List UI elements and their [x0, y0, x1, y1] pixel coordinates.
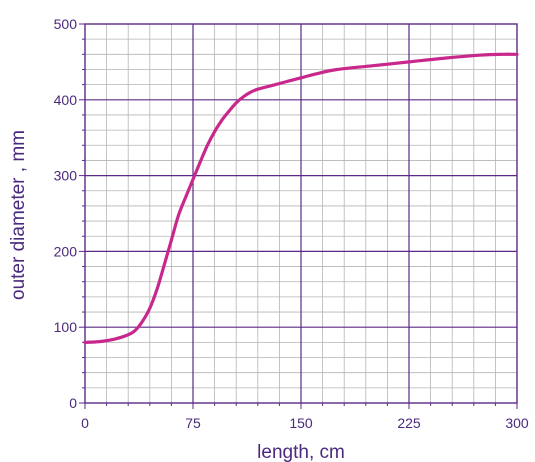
y-tick-label: 300 — [54, 168, 78, 184]
y-tick-label: 200 — [54, 243, 78, 259]
y-tick-label: 100 — [54, 319, 78, 335]
y-tick-label: 400 — [54, 92, 78, 108]
x-tick-label: 225 — [397, 415, 421, 431]
axis-ticks — [79, 23, 518, 409]
y-tick-label: 0 — [69, 395, 77, 411]
major-grid — [85, 24, 517, 403]
x-tick-label: 150 — [289, 415, 313, 431]
x-tick-label: 75 — [185, 415, 201, 431]
tick-labels: 0 75 150 225 300 0 100 200 300 400 500 — [54, 16, 529, 431]
y-axis-title: outer diameter , mm — [8, 130, 29, 300]
x-tick-label: 0 — [81, 415, 89, 431]
x-tick-label: 300 — [505, 415, 529, 431]
x-axis-title: length, cm — [257, 442, 345, 462]
series-line-0 — [83, 52, 519, 344]
y-tick-label: 500 — [54, 16, 78, 32]
data-series — [83, 52, 519, 344]
